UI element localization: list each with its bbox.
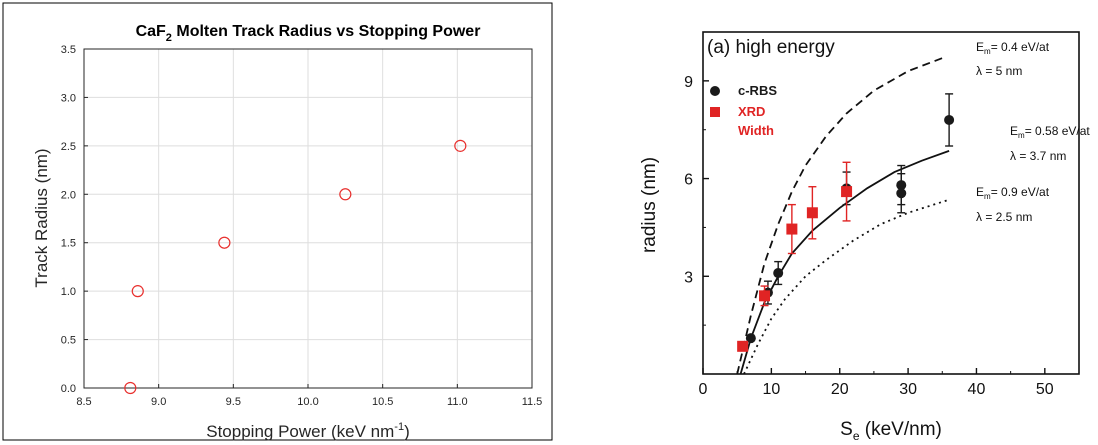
right-axes-box: [702, 31, 1080, 375]
right-data-point-c-rbs: [944, 114, 955, 125]
right-x-tick-label: 0: [699, 381, 708, 398]
panel-annotation: (a) high energy: [707, 37, 835, 58]
left-data-point: [124, 381, 137, 395]
left-y-tick-label: 1.0: [61, 286, 76, 298]
curve-label-dotted-line1: Em= 0.9 eV/at: [976, 185, 1050, 201]
right-y-tick-label: 9: [684, 74, 693, 91]
right-x-tick-label: 40: [968, 381, 986, 398]
right-x-axis-label: Se (keV/nm): [840, 419, 942, 443]
right-ticks: 0 10 20 30 40 50 3 6 9: [684, 74, 1054, 398]
left-x-axis-label: Stopping Power (keV nm-1): [206, 421, 410, 441]
right-data-point-c-rbs: [745, 333, 756, 344]
right-chart: 0 10 20 30 40 50 3 6 9 (a) high energy c-RBS XRD…: [639, 31, 1090, 443]
left-y-tick-label: 1.5: [61, 238, 76, 250]
right-y-tick-label: 6: [684, 172, 693, 189]
left-data-point: [454, 139, 467, 152]
left-y-tick-label: 2.0: [61, 189, 76, 201]
left-chart-panel: 8.5 9.0 9.5 10.0 10.5 11.0 11.5 0.0 0.5 1.0 1.5 2.0…: [2, 2, 553, 441]
left-y-axis-label: Track Radius (nm): [32, 148, 51, 287]
left-chart-frame: [2, 2, 553, 441]
right-curves: [736, 57, 950, 375]
left-x-tick-label: 10.0: [297, 396, 318, 408]
right-points: [737, 93, 955, 352]
curve-label-dotted-line2: λ = 2.5 nm: [976, 210, 1032, 224]
right-legend: c-RBS XRD Width: [710, 83, 777, 138]
curve-label-solid-line2: λ = 3.7 nm: [1010, 149, 1066, 163]
right-curve-dotted: [743, 198, 950, 375]
left-y-tick-label: 0.5: [61, 335, 76, 347]
left-data-point: [131, 285, 144, 298]
right-y-tick-label: 3: [684, 269, 693, 286]
right-data-point-c-rbs: [896, 180, 907, 191]
curve-label-dotted: Em= 0.9 eV/at λ = 2.5 nm: [976, 185, 1050, 224]
right-x-tick-label: 50: [1036, 381, 1054, 398]
legend-label-c-rbs: c-RBS: [738, 83, 777, 98]
left-y-tick-label: 0.0: [61, 383, 76, 395]
right-x-tick-label: 30: [899, 381, 917, 398]
left-data-point: [339, 188, 352, 201]
right-y-axis-label: radius (nm): [639, 157, 660, 253]
left-y-tick-label: 2.5: [61, 141, 76, 153]
right-data-point-xrd: [786, 223, 798, 235]
right-x-tick-label: 20: [831, 381, 849, 398]
left-x-tick-label: 10.5: [372, 396, 393, 408]
right-data-point-xrd: [841, 186, 853, 198]
curve-label-dashed-line2: λ = 5 nm: [976, 64, 1022, 78]
left-points: [124, 139, 467, 395]
left-y-tick-label: 3.5: [61, 44, 76, 56]
right-x-tick-label: 10: [762, 381, 780, 398]
left-ticks: 8.5 9.0 9.5 10.0 10.5 11.0 11.5 0.0 0.5 1.0 1.5 2.0…: [61, 44, 543, 408]
curve-label-solid-line1: Em= 0.58 eV/at: [1010, 124, 1090, 140]
left-y-tick-label: 3.0: [61, 92, 76, 104]
left-x-tick-label: 11.0: [447, 396, 468, 408]
curve-label-solid: Em= 0.58 eV/at λ = 3.7 nm: [1010, 124, 1090, 163]
left-data-point: [218, 236, 231, 249]
left-chart-title: CaF2 Molten Track Radius vs Stopping Pow…: [136, 23, 481, 44]
left-grid: [83, 48, 533, 389]
right-chart-panel: 0 10 20 30 40 50 3 6 9 (a) high energy c-RBS XRD…: [600, 0, 1098, 445]
curve-label-dashed: Em= 0.4 eV/at λ = 5 nm: [976, 40, 1050, 78]
right-data-point-xrd: [759, 290, 771, 302]
left-x-tick-label: 11.5: [522, 396, 543, 408]
left-chart: 8.5 9.0 9.5 10.0 10.5 11.0 11.5 0.0 0.5 1.0 1.5 2.0…: [2, 2, 553, 441]
right-data-point-xrd: [806, 207, 818, 219]
legend-marker-xrd: [710, 107, 720, 117]
right-data-point-xrd: [737, 340, 749, 352]
legend-label-xrd: XRD: [738, 104, 765, 119]
left-x-tick-label: 9.0: [151, 396, 166, 408]
right-data-point-c-rbs: [773, 268, 784, 279]
curve-label-dashed-line1: Em= 0.4 eV/at: [976, 40, 1050, 56]
left-x-tick-label: 8.5: [76, 396, 91, 408]
right-curve-dashed: [736, 57, 943, 375]
legend-label-width: Width: [738, 123, 774, 138]
legend-marker-c-rbs: [710, 86, 720, 96]
left-x-tick-label: 9.5: [226, 396, 241, 408]
